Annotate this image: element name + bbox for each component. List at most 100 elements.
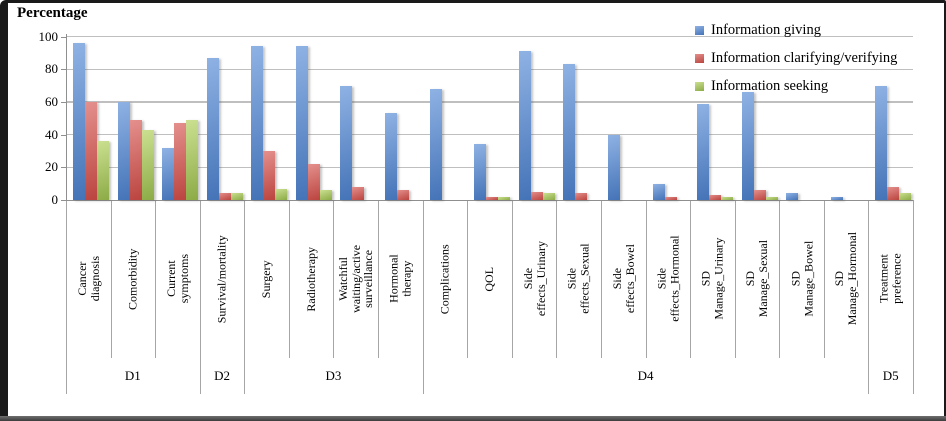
bar-information-giving-1: [117, 101, 130, 200]
category-label-cell: Side effects_Bowel: [601, 200, 646, 358]
gridline-80: [66, 68, 913, 70]
bar-information-clarifying-verifying-3: [218, 193, 231, 200]
group-label-D3: D3: [325, 368, 342, 383]
category-label-cell: SD Manage_Bowel: [779, 200, 824, 358]
gridline-20: [66, 166, 913, 168]
group-label-D5: D5: [882, 368, 899, 383]
category-label-cell: Cancer diagnosis: [66, 200, 111, 358]
category-label-cell: Surgery: [244, 200, 289, 358]
gridline-40: [66, 134, 913, 136]
axis-title: Percentage: [17, 5, 88, 21]
y-axis: [66, 33, 67, 200]
bar-information-seeking-10: [542, 193, 555, 200]
category-label: Treatment preference: [877, 253, 904, 305]
bar-information-giving-12: [607, 134, 620, 200]
category-label: SD Manage_Hormonal: [832, 232, 860, 326]
category-label-cell: SD Manage_Hormonal: [824, 200, 869, 358]
category-label: Side effects_Urinary: [520, 241, 548, 317]
bar-information-giving-2: [162, 147, 175, 200]
bar-information-giving-16: [786, 193, 799, 200]
x-axis: [66, 200, 913, 201]
bar-information-seeking-5: [319, 190, 332, 200]
category-label: SD Manage_Urinary: [698, 238, 726, 320]
group-label-D2: D2: [214, 368, 230, 383]
category-label: Current symptoms: [163, 254, 191, 304]
category-label: Comorbidity: [125, 248, 140, 310]
category-label-cell: Hormonal therapy: [378, 200, 423, 358]
bar-information-seeking-0: [97, 141, 109, 200]
y-axis-label-20: 20: [45, 159, 58, 175]
legend-row: Information giving: [695, 22, 897, 38]
group-separator: [422, 200, 424, 394]
bar-information-giving-8: [429, 88, 442, 200]
y-axis-tick-40: [61, 134, 66, 136]
legend-swatch-icon: [695, 81, 704, 91]
category-separator: [288, 200, 290, 358]
bar-information-clarifying-verifying-13: [664, 196, 677, 200]
category-label: SD Manage_Sexual: [743, 240, 770, 318]
y-axis-label-80: 80: [45, 61, 58, 77]
figure-border-bottom: [0, 416, 946, 421]
bar-information-clarifying-verifying-2: [174, 123, 187, 200]
y-axis-tick-100: [61, 36, 66, 38]
category-label: Hormonal therapy: [386, 254, 414, 304]
category-label-cell: Current symptoms: [155, 200, 200, 358]
gridline-100: [66, 35, 913, 38]
category-label: QOL: [482, 266, 497, 292]
bar-information-giving-15: [741, 92, 754, 200]
bar-information-clarifying-verifying-14: [709, 195, 722, 200]
category-label: Watchful waiting/active surveillance: [335, 245, 376, 313]
y-axis-label-60: 60: [45, 93, 58, 109]
category-label-cell: Treatment preference: [868, 200, 913, 358]
category-label: Side effects_Hormonal: [654, 235, 681, 323]
category-label: Complications: [437, 244, 452, 314]
category-separator: [110, 200, 112, 358]
y-axis-tick-0: [61, 200, 66, 201]
bar-information-seeking-3: [230, 193, 243, 200]
category-label-cell: Side effects_Urinary: [512, 200, 557, 358]
bar-information-clarifying-verifying-5: [307, 164, 320, 200]
bar-information-seeking-1: [141, 129, 154, 200]
category-separator: [378, 200, 380, 358]
category-label: Survival/mortality: [214, 235, 229, 323]
category-label-cell: Survival/mortality: [200, 200, 245, 358]
bar-information-clarifying-verifying-9: [486, 196, 499, 200]
bar-information-seeking-18: [899, 193, 912, 200]
bar-information-giving-7: [385, 113, 398, 200]
category-separator: [467, 200, 469, 358]
bar-information-clarifying-verifying-18: [887, 186, 900, 200]
bar-information-seeking-15: [765, 196, 778, 200]
category-label: Cancer diagnosis: [74, 256, 102, 302]
legend-row: Information seeking: [695, 78, 897, 94]
legend-swatch-icon: [695, 53, 704, 63]
bar-information-giving-3: [206, 57, 219, 200]
group-separator: [868, 200, 870, 394]
category-label-cell: Side effects_Sexual: [556, 200, 601, 358]
category-label-cell: Side effects_Hormonal: [646, 200, 691, 358]
category-separator: [556, 200, 558, 358]
y-axis-label-0: 0: [51, 192, 59, 207]
category-separator: [600, 200, 602, 358]
group-label-D1: D1: [124, 368, 141, 383]
y-axis-label-40: 40: [45, 126, 58, 142]
legend-row: Information clarifying/verifying: [695, 50, 897, 66]
legend-label: Information giving: [711, 21, 821, 38]
bar-information-giving-0: [73, 43, 85, 200]
bar-information-clarifying-verifying-7: [397, 190, 410, 200]
bar-information-seeking-2: [186, 119, 199, 200]
bar-information-seeking-9: [498, 196, 511, 200]
category-label-cell: QOL: [467, 200, 512, 358]
category-label-cell: SD Manage_Urinary: [690, 200, 735, 358]
category-label: SD Manage_Bowel: [787, 241, 815, 317]
category-label-cell: Radiotherapy: [289, 200, 334, 358]
category-separator: [823, 200, 825, 358]
legend-label: Information seeking: [711, 77, 829, 94]
category-label: Surgery: [259, 260, 274, 298]
y-axis-tick-60: [61, 101, 66, 103]
category-label: Side effects_Bowel: [609, 244, 637, 314]
category-separator: [690, 200, 692, 358]
category-label: Side effects_Sexual: [565, 243, 592, 315]
category-separator: [645, 200, 647, 358]
category-label-cell: Comorbidity: [111, 200, 156, 358]
